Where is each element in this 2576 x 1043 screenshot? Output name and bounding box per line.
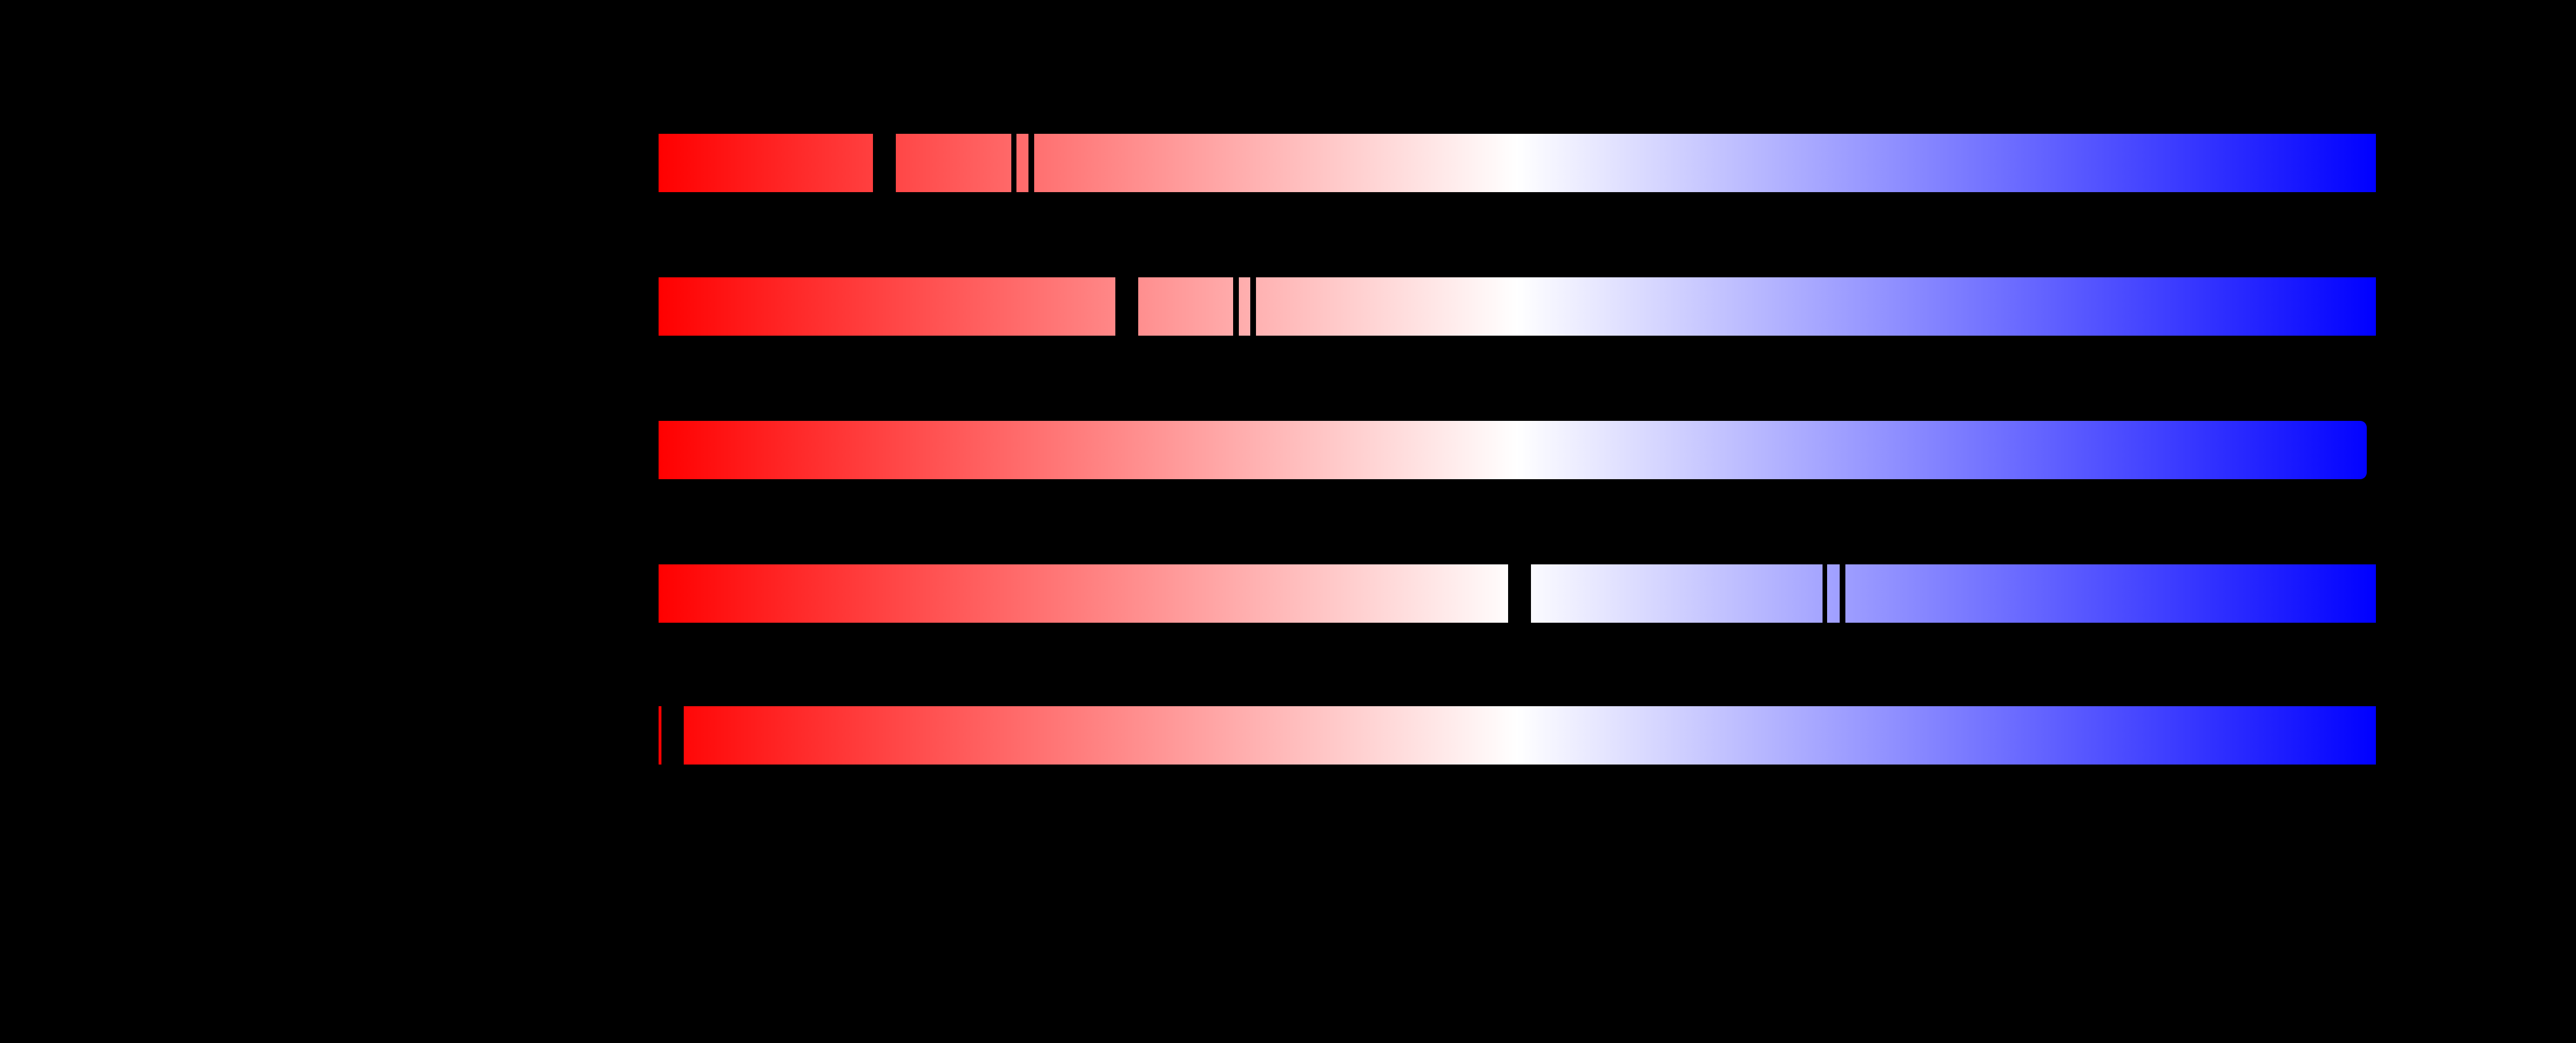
gradient-bar-2 bbox=[659, 276, 2376, 337]
bar-4-cut-2 bbox=[1823, 563, 1828, 624]
gradient-bar-3 bbox=[659, 420, 2367, 479]
bar-2-cut-2 bbox=[1233, 276, 1239, 337]
bar-1-cut-3 bbox=[1028, 132, 1035, 193]
gradient-bar-4 bbox=[659, 563, 2376, 624]
bar-4-cut-1 bbox=[1508, 563, 1532, 624]
bar-1-cut-2 bbox=[1011, 132, 1017, 193]
bar-2-cut-1 bbox=[1115, 276, 1139, 337]
gradient-bar-5 bbox=[659, 704, 2376, 766]
bar-5-cut-1 bbox=[661, 704, 684, 766]
gradient-bar-1 bbox=[659, 132, 2376, 193]
bar-1-cut-1 bbox=[873, 132, 896, 193]
bar-2-cut-3 bbox=[1250, 276, 1257, 337]
bar-4-cut-3 bbox=[1840, 563, 1846, 624]
